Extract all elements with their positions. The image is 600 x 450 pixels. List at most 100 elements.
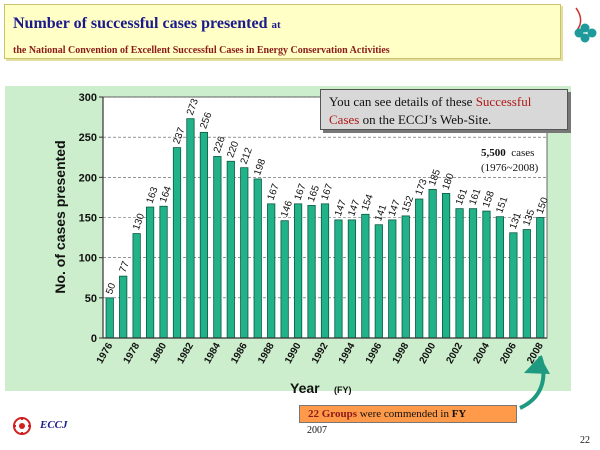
bar: [172, 147, 182, 339]
bar-value-label: 220: [225, 139, 241, 159]
x-tick-label: 1992: [310, 341, 331, 366]
bar: [159, 205, 168, 339]
total-cases-label: 5,500 cases (1976~2008): [481, 147, 539, 174]
bar-value-label: 147: [387, 198, 403, 218]
y-tick-label: 200: [79, 172, 97, 184]
x-axis-label: Year: [290, 380, 320, 396]
bar: [415, 198, 424, 339]
bar-value-label: 164: [158, 184, 174, 204]
y-tick-label: 0: [91, 333, 97, 345]
bar-value-label: 163: [145, 185, 161, 205]
bar: [280, 220, 289, 339]
bar: [401, 215, 410, 339]
x-tick-label: 1986: [229, 341, 250, 366]
bar-value-label: 161: [454, 187, 470, 207]
bar: [186, 118, 195, 339]
bar-value-label: 198: [252, 157, 268, 177]
bar: [334, 219, 343, 339]
bar: [536, 217, 545, 339]
bar: [428, 188, 437, 339]
x-tick-label: 1998: [391, 341, 412, 366]
bar: [199, 131, 209, 339]
bar: [320, 203, 330, 339]
bar: [495, 216, 505, 339]
bar: [455, 208, 464, 339]
x-tick-label: 2002: [444, 341, 465, 366]
x-tick-label: 2004: [471, 341, 492, 366]
bar-value-label: 151: [494, 195, 510, 215]
groups-commended-note: 22 Groups were commended in FY: [299, 405, 517, 423]
bar-value-label: 131: [508, 211, 524, 231]
bar: [509, 232, 518, 339]
x-tick-label: 1982: [175, 341, 196, 366]
bar-value-label: 165: [306, 184, 322, 204]
x-tick-label: 2006: [498, 341, 519, 366]
bar: [307, 205, 316, 339]
clover-logo-icon: [574, 7, 597, 43]
bar-value-label: 226: [212, 135, 228, 155]
x-tick-label: 1988: [256, 341, 277, 366]
y-tick-label: 300: [79, 92, 97, 104]
bar: [522, 229, 531, 339]
bar: [347, 219, 357, 339]
bar-value-label: 152: [400, 194, 416, 214]
bar: [132, 233, 141, 339]
bar: [293, 203, 303, 339]
bar: [240, 167, 249, 339]
bar: [361, 213, 370, 339]
x-tick-label: 1984: [202, 341, 223, 366]
bar: [388, 219, 397, 339]
y-axis-label: No. of cases presented: [52, 140, 68, 293]
bar-value-label: 50: [104, 281, 118, 296]
title-box: Number of successful cases presented at …: [4, 4, 561, 59]
bar-value-label: 161: [467, 187, 483, 207]
bar-value-label: 146: [279, 199, 295, 219]
bar-value-label: 147: [346, 198, 362, 218]
bar: [374, 224, 383, 339]
x-tick-label: 2000: [418, 341, 439, 366]
bar-value-label: 237: [171, 126, 187, 146]
x-tick-label: 1978: [122, 341, 143, 366]
y-tick-label: 100: [79, 253, 97, 265]
x-tick-label: 1994: [337, 341, 358, 366]
x-tick-label: 1980: [148, 341, 169, 366]
page-title: Number of successful cases presented at: [13, 15, 281, 32]
y-tick-label: 150: [79, 213, 97, 225]
bar: [253, 178, 262, 339]
bar-value-label: 141: [373, 203, 389, 223]
bar: [145, 206, 155, 339]
bar: [468, 208, 478, 339]
eccj-logo-icon: [13, 417, 31, 435]
bar-value-label: 77: [118, 260, 132, 275]
page-subtitle: the National Convention of Excellent Suc…: [13, 45, 390, 56]
bar: [482, 210, 491, 339]
website-callout: You can see details of these Successful C…: [320, 89, 568, 130]
bar-value-label: 180: [441, 172, 457, 192]
y-tick-label: 250: [79, 132, 97, 144]
bar: [267, 203, 276, 339]
bar: [226, 160, 235, 339]
x-tick-label: 1990: [283, 341, 304, 366]
x-axis-unit-label: (FY): [334, 385, 352, 395]
bar-value-label: 135: [521, 208, 537, 228]
bar: [105, 297, 114, 339]
x-tick-label: 1976: [95, 341, 116, 366]
bar-value-label: 147: [333, 198, 349, 218]
bar: [441, 192, 451, 339]
bar-value-label: 185: [427, 168, 443, 188]
y-tick-label: 50: [85, 293, 97, 305]
bar-value-label: 273: [185, 97, 201, 117]
x-tick-label: 1996: [364, 341, 385, 366]
page-title-at: at: [271, 19, 281, 31]
bar-value-label: 212: [239, 146, 255, 166]
bar: [213, 156, 222, 339]
bar-value-label: 173: [414, 177, 430, 197]
bar-value-label: 158: [481, 189, 497, 209]
bar-value-label: 256: [198, 111, 214, 131]
page-number: 22: [580, 435, 590, 446]
eccj-label: ECCJ: [40, 419, 68, 431]
groups-commended-year: 2007: [307, 425, 327, 436]
bar: [119, 275, 128, 339]
bar-value-label: 154: [360, 192, 376, 212]
